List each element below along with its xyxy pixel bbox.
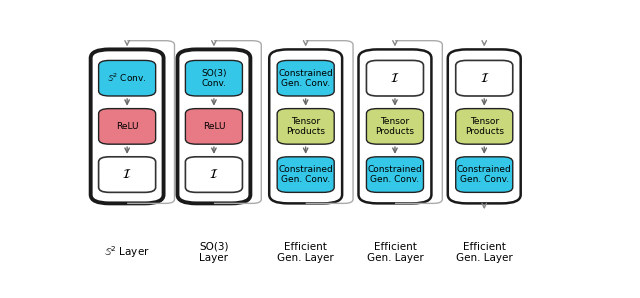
FancyBboxPatch shape xyxy=(99,157,156,193)
Text: Tensor
Products: Tensor Products xyxy=(376,117,415,136)
FancyBboxPatch shape xyxy=(269,49,342,203)
Text: Efficient
Gen. Layer: Efficient Gen. Layer xyxy=(277,242,334,263)
Text: $\mathcal{I}$: $\mathcal{I}$ xyxy=(479,72,489,85)
Text: $\mathbb{S}^2$ Layer: $\mathbb{S}^2$ Layer xyxy=(104,245,150,260)
FancyBboxPatch shape xyxy=(456,60,513,96)
Text: $\mathcal{I}$: $\mathcal{I}$ xyxy=(122,168,132,181)
FancyBboxPatch shape xyxy=(367,108,424,144)
FancyBboxPatch shape xyxy=(367,60,424,96)
Text: SO(3)
Layer: SO(3) Layer xyxy=(199,242,228,263)
Text: ReLU: ReLU xyxy=(116,122,138,131)
FancyBboxPatch shape xyxy=(456,157,513,193)
Text: Efficient
Gen. Layer: Efficient Gen. Layer xyxy=(456,242,513,263)
FancyBboxPatch shape xyxy=(177,49,250,203)
FancyBboxPatch shape xyxy=(367,157,424,193)
FancyBboxPatch shape xyxy=(99,60,156,96)
FancyBboxPatch shape xyxy=(448,49,521,203)
Text: $\mathbb{S}^2$ Conv.: $\mathbb{S}^2$ Conv. xyxy=(108,72,147,84)
FancyBboxPatch shape xyxy=(91,49,164,203)
Text: Tensor
Products: Tensor Products xyxy=(286,117,325,136)
FancyBboxPatch shape xyxy=(277,60,334,96)
FancyBboxPatch shape xyxy=(456,108,513,144)
FancyBboxPatch shape xyxy=(277,108,334,144)
FancyBboxPatch shape xyxy=(186,157,243,193)
Text: $\mathcal{I}$: $\mathcal{I}$ xyxy=(209,168,219,181)
Text: ReLU: ReLU xyxy=(203,122,225,131)
FancyBboxPatch shape xyxy=(186,60,243,96)
FancyBboxPatch shape xyxy=(99,108,156,144)
Text: SO(3)
Conv.: SO(3) Conv. xyxy=(201,69,227,88)
Text: Constrained
Gen. Conv.: Constrained Gen. Conv. xyxy=(278,165,333,184)
Text: Constrained
Gen. Conv.: Constrained Gen. Conv. xyxy=(278,69,333,88)
Text: Efficient
Gen. Layer: Efficient Gen. Layer xyxy=(367,242,423,263)
FancyBboxPatch shape xyxy=(186,108,243,144)
Text: $\mathcal{I}$: $\mathcal{I}$ xyxy=(390,72,399,85)
Text: Constrained
Gen. Conv.: Constrained Gen. Conv. xyxy=(457,165,511,184)
Text: Constrained
Gen. Conv.: Constrained Gen. Conv. xyxy=(367,165,422,184)
FancyBboxPatch shape xyxy=(358,49,431,203)
FancyBboxPatch shape xyxy=(277,157,334,193)
Text: Tensor
Products: Tensor Products xyxy=(465,117,504,136)
